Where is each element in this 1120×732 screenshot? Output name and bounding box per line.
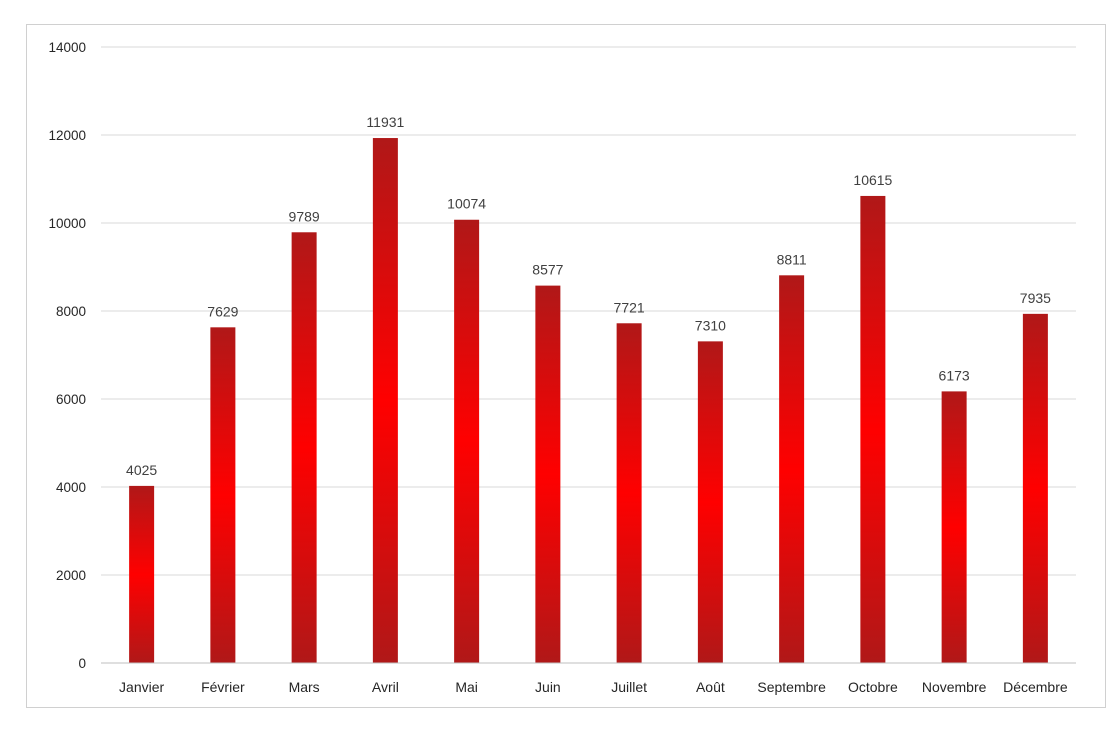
bars	[129, 138, 1048, 663]
chart-frame: 0 2000 4000 6000 8000 10000 12000 14000 4025 762…	[26, 24, 1106, 708]
x-tick-label: Juin	[535, 679, 561, 695]
bar	[454, 219, 480, 663]
x-tick-label: Août	[696, 679, 725, 695]
y-tick-label: 6000	[56, 392, 86, 407]
bar	[1022, 313, 1048, 663]
x-tick-label: Juillet	[611, 679, 647, 695]
x-tick-label: Novembre	[922, 679, 987, 695]
bar	[860, 195, 886, 663]
y-tick-label: 0	[78, 656, 86, 671]
data-label: 4025	[126, 462, 157, 478]
data-label: 7629	[207, 303, 238, 319]
y-tick-label: 14000	[48, 40, 86, 55]
bar	[291, 232, 317, 663]
bar	[616, 323, 642, 663]
x-tick-label: Mars	[289, 679, 320, 695]
data-label: 8811	[777, 251, 807, 267]
y-tick-label: 4000	[56, 480, 86, 495]
x-tick-label: Avril	[372, 679, 399, 695]
data-label: 10615	[853, 172, 892, 188]
data-label: 7310	[695, 317, 726, 333]
bar-chart: 0 2000 4000 6000 8000 10000 12000 14000 4025 762…	[48, 40, 1076, 695]
data-label: 8577	[532, 262, 563, 278]
bar	[535, 285, 561, 663]
x-tick-label: Septembre	[757, 679, 826, 695]
y-tick-label: 10000	[48, 216, 86, 231]
bar	[779, 275, 805, 663]
data-label: 7721	[614, 299, 645, 315]
x-tick-label: Mai	[455, 679, 478, 695]
data-labels: 4025 7629 9789 11931 10074 8577 7721 7310 8811 10…	[126, 114, 1051, 478]
y-tick-label: 8000	[56, 304, 86, 319]
data-label: 11931	[366, 114, 404, 130]
y-tick-label: 12000	[48, 128, 86, 143]
data-label: 9789	[289, 208, 320, 224]
bar	[372, 138, 398, 663]
bar	[697, 341, 723, 663]
x-tick-label: Février	[201, 679, 245, 695]
bar	[941, 391, 967, 663]
data-label: 7935	[1020, 290, 1051, 306]
data-label: 10074	[447, 196, 486, 212]
y-axis: 0 2000 4000 6000 8000 10000 12000 14000	[48, 40, 86, 671]
x-tick-label: Octobre	[848, 679, 898, 695]
data-label: 6173	[939, 367, 970, 383]
x-tick-label: Janvier	[119, 679, 164, 695]
y-tick-label: 2000	[56, 568, 86, 583]
bar	[210, 327, 236, 663]
x-tick-label: Décembre	[1003, 679, 1068, 695]
gridlines	[101, 46, 1076, 576]
bar	[129, 485, 155, 663]
x-axis: Janvier Février Mars Avril Mai Juin Juillet Aoû…	[101, 662, 1076, 695]
